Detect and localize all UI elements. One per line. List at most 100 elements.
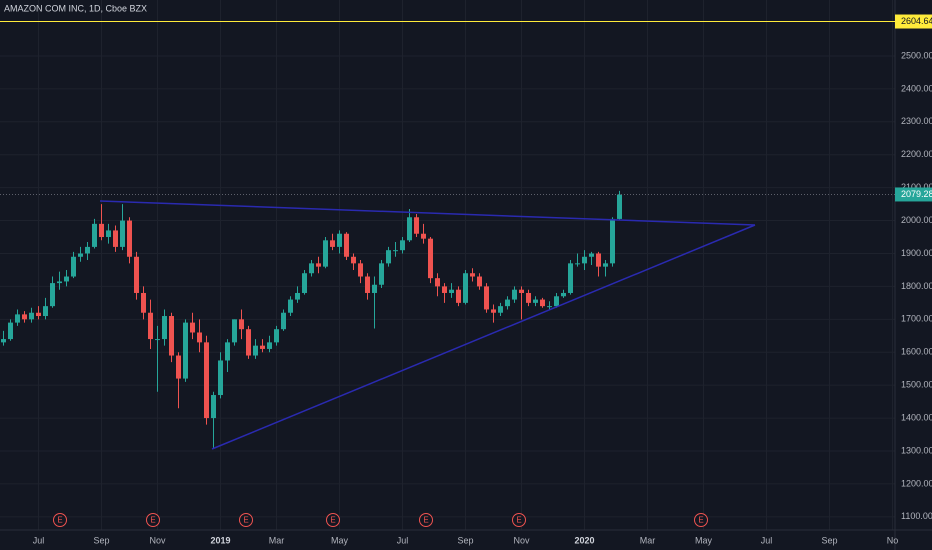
candle-body [169, 316, 174, 356]
candle-body [463, 273, 468, 303]
candle-body [414, 217, 419, 234]
candle-body [512, 289, 517, 300]
y-tick-label: 2500.00 [901, 50, 932, 60]
y-tick-label: 1600.00 [901, 347, 932, 357]
candle-body [239, 319, 244, 330]
candle-body [568, 263, 573, 293]
x-tick-label: May [331, 535, 349, 545]
chart-title: AMAZON COM INC, 1D, Cboe BZX [4, 3, 147, 13]
y-tick-label: 1100.00 [901, 511, 932, 521]
overlay: 1100.00 1200.00 1300.00 1400.00 1500.00 1600.… [0, 14, 932, 545]
candle-body [358, 263, 363, 277]
y-tick-label: 2200.00 [901, 149, 932, 159]
candle-body [260, 345, 265, 349]
candle-body [519, 289, 524, 293]
candle-body [50, 283, 55, 307]
candle-body [540, 299, 545, 307]
candle-body [449, 289, 454, 293]
candle-body [155, 339, 160, 341]
candle-body [1, 339, 6, 343]
candle-body [141, 292, 146, 313]
y-tick-label: 1700.00 [901, 314, 932, 324]
candle-body [603, 263, 608, 267]
earnings-marker [53, 513, 67, 527]
earnings-label: E [698, 516, 703, 525]
candle-body [43, 306, 48, 317]
candle-body [309, 263, 314, 274]
grid [0, 0, 895, 530]
earnings-label: E [243, 516, 248, 525]
candle-body [134, 256, 139, 293]
candle-body [365, 276, 370, 293]
candle-body [267, 342, 272, 349]
candle-body [421, 233, 426, 239]
earnings-label: E [516, 516, 521, 525]
candle-body [400, 240, 405, 251]
earnings-label: E [150, 516, 155, 525]
earnings-marker [419, 513, 433, 527]
candle-body [316, 263, 321, 267]
candle-body [372, 284, 377, 293]
candle-body [57, 281, 62, 284]
candle-body [204, 342, 209, 419]
candle-body [218, 360, 223, 396]
y-tick-label: 1900.00 [901, 248, 932, 258]
candle-body [470, 273, 475, 277]
candle-body [148, 312, 153, 340]
candle-body [575, 263, 580, 265]
y-tick-label: 2400.00 [901, 83, 932, 93]
candle-body [547, 306, 552, 308]
alert-label-bg [895, 14, 932, 29]
earnings-marker [239, 513, 253, 527]
candle-body [225, 342, 230, 361]
candle-body [617, 194, 622, 219]
candle-body [477, 276, 482, 287]
candle-body [78, 253, 83, 257]
x-tick-label: 2019 [210, 535, 230, 545]
candle-body [176, 355, 181, 379]
y-tick-label: 1200.00 [901, 478, 932, 488]
earnings-marker [326, 513, 340, 527]
y-tick-label: 1300.00 [901, 445, 932, 455]
candle-body [99, 223, 104, 238]
y-tick-label: 1800.00 [901, 281, 932, 291]
candles [1, 190, 622, 449]
y-tick-label: 2100.00 [901, 182, 932, 192]
candle-body [610, 218, 615, 264]
x-tick-label: Nov [149, 535, 166, 545]
candle-body [288, 299, 293, 313]
candle-body [246, 329, 251, 356]
candle-body [22, 314, 27, 320]
candle-body [183, 322, 188, 379]
last-price-label: 2079.28 [901, 189, 932, 199]
trend-line [99, 200, 756, 226]
candle-body [337, 233, 342, 247]
earnings-marker [512, 513, 526, 527]
candle-body [589, 253, 594, 257]
x-tick-label: Sep [457, 535, 473, 545]
x-tick-label: Jul [761, 535, 773, 545]
candle-body [106, 230, 111, 238]
x-tick-label: Mar [269, 535, 285, 545]
candle-body [498, 306, 503, 313]
candle-body [393, 250, 398, 252]
candle-body [561, 292, 566, 297]
y-tick-label: 2000.00 [901, 215, 932, 225]
candle-body [435, 278, 440, 287]
x-tick-label: Mar [640, 535, 656, 545]
last-price-label-bg [895, 187, 932, 202]
candle-body [197, 332, 202, 343]
x-tick-label: Sep [93, 535, 109, 545]
earnings-label: E [57, 516, 62, 525]
x-tick-label: Jul [397, 535, 409, 545]
trend-line [211, 224, 756, 450]
x-tick-label: Jul [33, 535, 45, 545]
y-tick-label: 1400.00 [901, 412, 932, 422]
earnings-marker [146, 513, 160, 527]
candle-body [407, 217, 412, 241]
candle-body [295, 292, 300, 300]
candle-body [330, 240, 335, 247]
candle-body [211, 395, 216, 419]
candle-body [120, 220, 125, 247]
